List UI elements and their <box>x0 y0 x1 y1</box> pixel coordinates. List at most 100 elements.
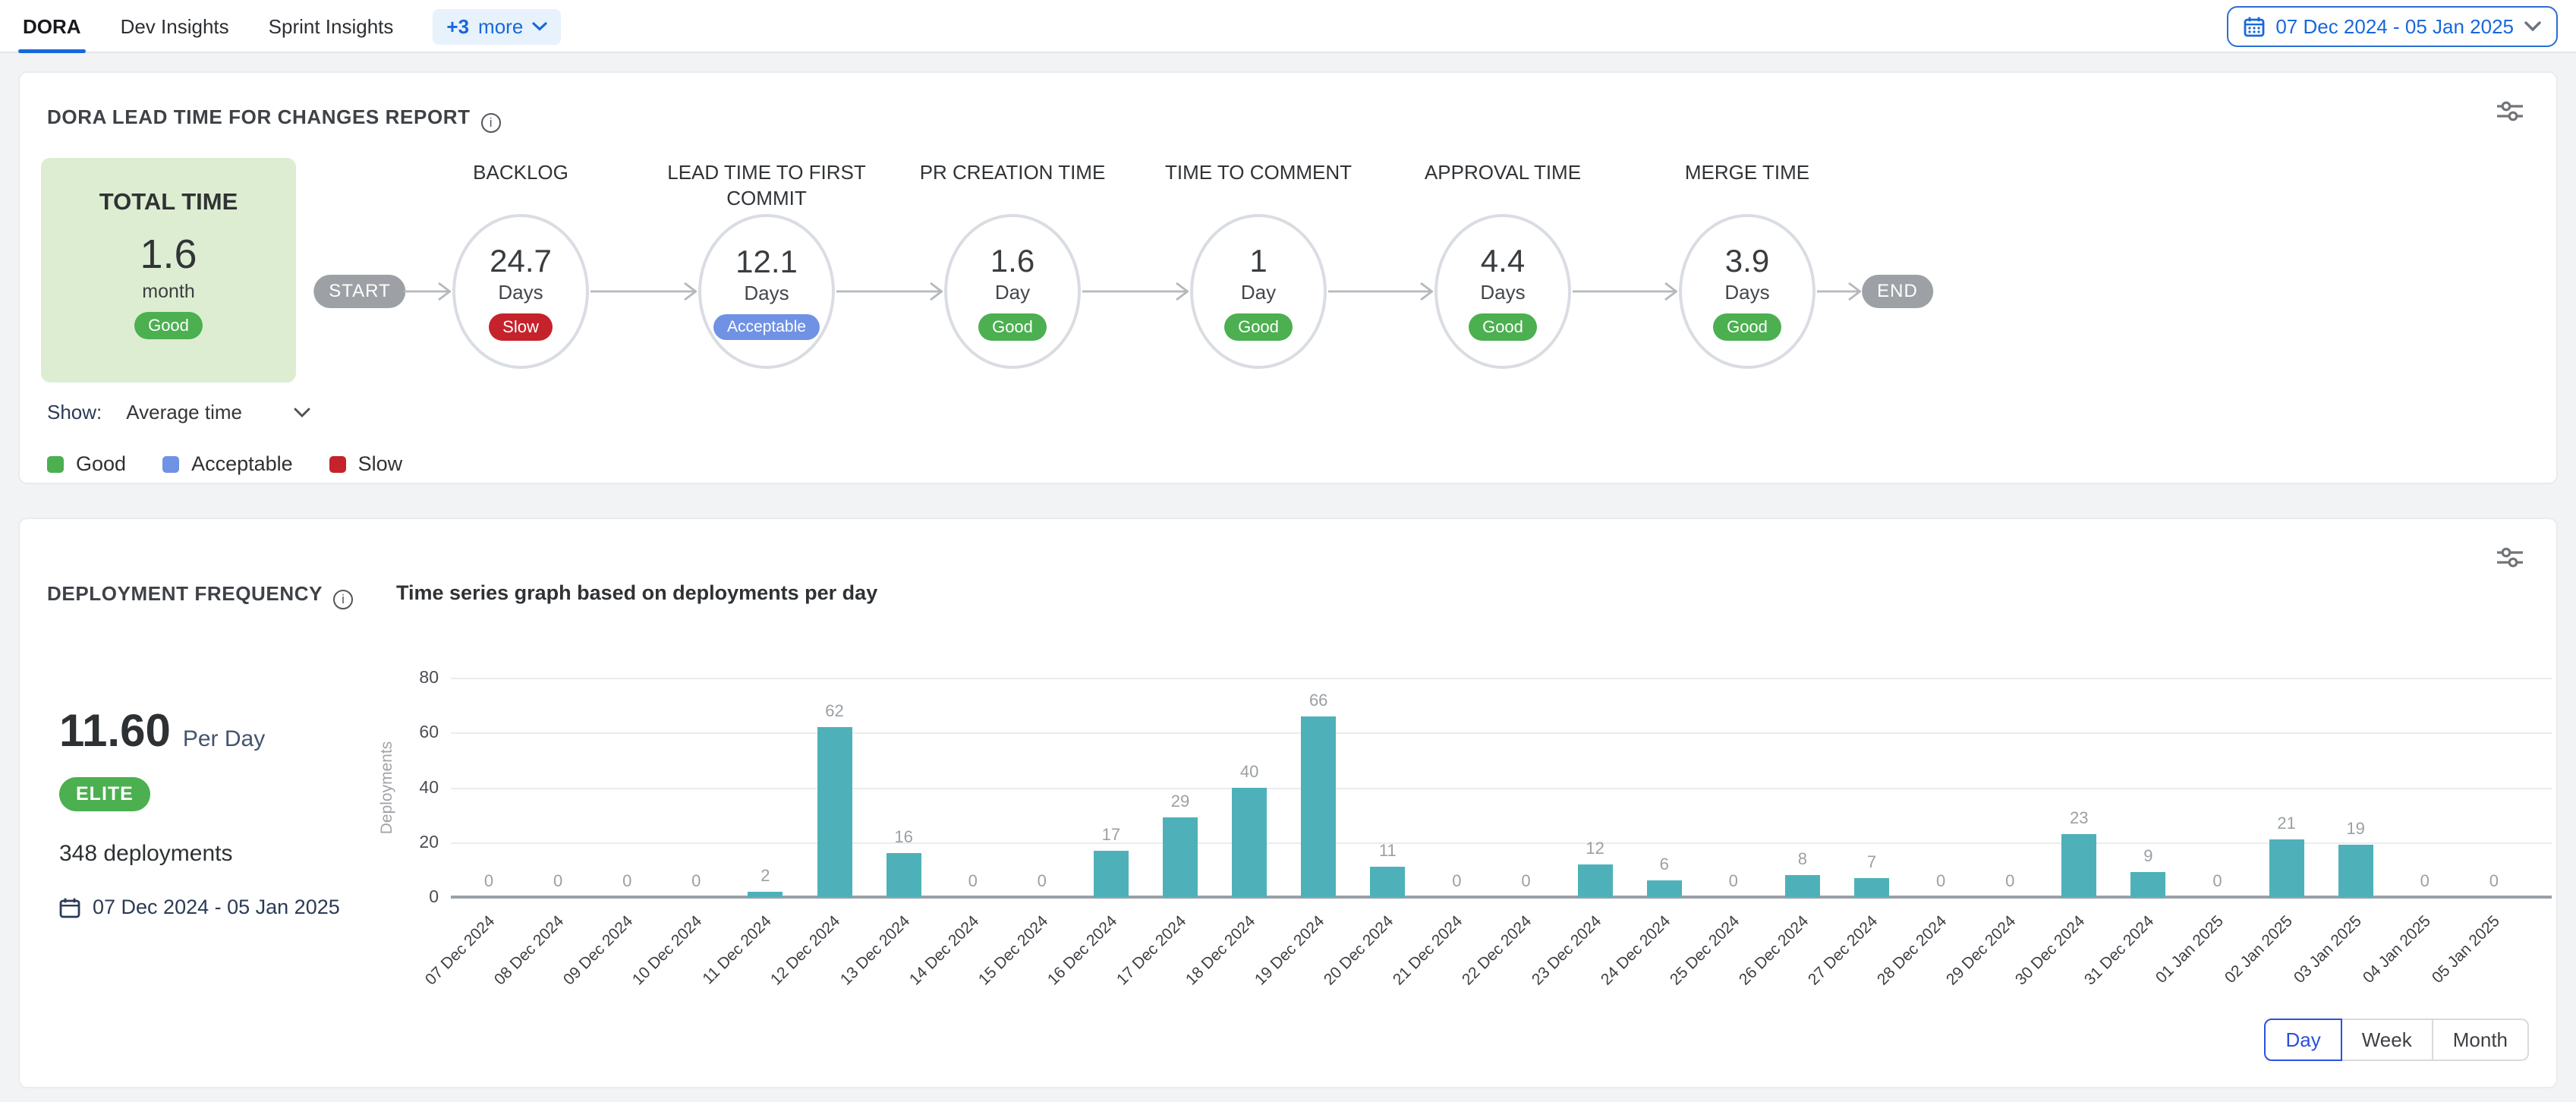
bar-value-label: 6 <box>1634 855 1695 874</box>
stage-node: 12.1Days Acceptable <box>698 214 835 369</box>
bar-value-label: 0 <box>1012 871 1072 891</box>
bar-value-label: 17 <box>1081 825 1142 845</box>
bar <box>1785 875 1820 897</box>
stage-label: BACKLOG <box>399 159 642 185</box>
legend-label: Good <box>76 452 126 476</box>
bar-value-label: 0 <box>943 871 1003 891</box>
bar <box>1647 880 1682 897</box>
toggle-week[interactable]: Week <box>2341 1019 2433 1061</box>
y-tick-label: 0 <box>363 886 439 907</box>
bar <box>1163 817 1198 897</box>
flow-arrow <box>1573 278 1677 305</box>
bar <box>1578 864 1613 897</box>
toggle-month[interactable]: Month <box>2432 1019 2529 1061</box>
stage-value: 1 <box>1249 243 1267 279</box>
granularity-toggle: DayWeekMonth <box>2264 1019 2529 1061</box>
bar <box>817 727 852 897</box>
stage-status-badge: Slow <box>489 313 553 341</box>
bar-value-label: 0 <box>527 871 588 891</box>
stage-node: 1.6DayGood <box>944 214 1081 369</box>
stage-label: PR CREATION TIME <box>891 159 1134 185</box>
deployments-bar-chart[interactable]: Deployments 020406080007 Dec 2024008 Dec… <box>20 519 2556 1087</box>
chevron-down-icon <box>2524 21 2541 32</box>
bar-value-label: 66 <box>1288 691 1349 710</box>
flow-end-pill: END <box>1862 275 1933 308</box>
status-legend: Good Acceptable Slow <box>47 452 402 476</box>
bar-value-label: 0 <box>2187 871 2248 891</box>
bar-value-label: 0 <box>1979 871 2040 891</box>
bar <box>2130 872 2165 897</box>
bar-value-label: 21 <box>2256 814 2317 833</box>
stage-label: APPROVAL TIME <box>1381 159 1624 185</box>
date-range-text: 07 Dec 2024 - 05 Jan 2025 <box>2275 15 2514 39</box>
stage-label: TIME TO COMMENT <box>1137 159 1380 185</box>
stage-value: 24.7 <box>490 243 552 279</box>
more-label: more <box>478 15 523 39</box>
stage-unit: Days <box>1480 281 1525 304</box>
stage-node: 3.9DaysGood <box>1679 214 1815 369</box>
legend-swatch <box>47 456 64 473</box>
bar-value-label: 0 <box>1496 871 1557 891</box>
gridline <box>451 678 2552 679</box>
more-tabs-button[interactable]: +3 more <box>433 9 561 45</box>
more-count: +3 <box>446 15 469 39</box>
y-tick-label: 60 <box>363 722 439 742</box>
stage-label: LEAD TIME TO FIRST COMMIT <box>645 159 888 211</box>
bar-value-label: 0 <box>666 871 726 891</box>
bar-value-label: 19 <box>2326 819 2386 839</box>
bar-value-label: 9 <box>2118 846 2178 866</box>
top-tab-bar: DORA Dev Insights Sprint Insights +3 more 07… <box>0 0 2576 53</box>
tab-dev-insights[interactable]: Dev Insights <box>121 0 229 53</box>
show-value: Average time <box>126 401 242 424</box>
bar-value-label: 12 <box>1565 839 1626 858</box>
stage-value: 12.1 <box>735 244 798 280</box>
stage-status-badge: Acceptable <box>713 314 820 340</box>
legend-item-slow: Slow <box>329 452 403 476</box>
bar-value-label: 40 <box>1219 762 1280 782</box>
lead-time-flow: STARTENDBACKLOG24.7DaysSlowLEAD TIME TO … <box>20 73 2556 407</box>
stage-status-badge: Good <box>1713 313 1781 341</box>
bar <box>886 853 921 897</box>
dora-dashboard: DORADev InsightsSprint Insights+3more 07… <box>0 0 2576 1102</box>
bar <box>1301 716 1336 897</box>
stage-unit: Days <box>744 282 789 305</box>
y-tick-label: 40 <box>363 777 439 798</box>
legend-label: Acceptable <box>191 452 293 476</box>
flow-arrow <box>1817 278 1861 305</box>
gridline <box>451 788 2552 789</box>
bar-value-label: 0 <box>2395 871 2455 891</box>
y-tick-label: 80 <box>363 667 439 688</box>
flow-arrow <box>836 278 943 305</box>
flow-arrow <box>590 278 697 305</box>
lead-time-card: DORA LEAD TIME FOR CHANGES REPORTi TOTAL… <box>18 71 2558 484</box>
stage-value: 1.6 <box>990 243 1034 279</box>
bar <box>1854 878 1889 897</box>
tab-dora[interactable]: DORA <box>23 0 81 53</box>
report-tabs: DORA Dev Insights Sprint Insights +3 more <box>23 0 561 53</box>
bar <box>1094 851 1129 897</box>
tab-sprint-insights[interactable]: Sprint Insights <box>269 0 394 53</box>
flow-arrow <box>1328 278 1433 305</box>
stage-value: 4.4 <box>1481 243 1525 279</box>
bar-value-label: 29 <box>1150 792 1211 811</box>
bar <box>748 892 783 897</box>
bar-value-label: 0 <box>597 871 657 891</box>
flow-start-pill: START <box>313 275 405 308</box>
toggle-day[interactable]: Day <box>2264 1019 2341 1061</box>
date-range-picker[interactable]: 07 Dec 2024 - 05 Jan 2025 <box>2227 6 2558 47</box>
bar-value-label: 7 <box>1841 852 1902 872</box>
stage-label: MERGE TIME <box>1626 159 1869 185</box>
show-dropdown[interactable]: Show: Average time <box>47 401 310 424</box>
stage-value: 3.9 <box>1725 243 1769 279</box>
legend-item-acceptable: Acceptable <box>162 452 293 476</box>
bar-value-label: 0 <box>1703 871 1764 891</box>
stage-unit: Days <box>498 281 543 304</box>
y-tick-label: 20 <box>363 832 439 852</box>
bar-value-label: 11 <box>1357 841 1418 861</box>
chevron-down-icon <box>294 408 310 418</box>
bar-value-label: 23 <box>2049 808 2109 828</box>
stage-node: 24.7Days Slow <box>452 214 589 369</box>
legend-item-good: Good <box>47 452 126 476</box>
bar <box>2061 834 2096 897</box>
chevron-down-icon <box>532 22 547 31</box>
